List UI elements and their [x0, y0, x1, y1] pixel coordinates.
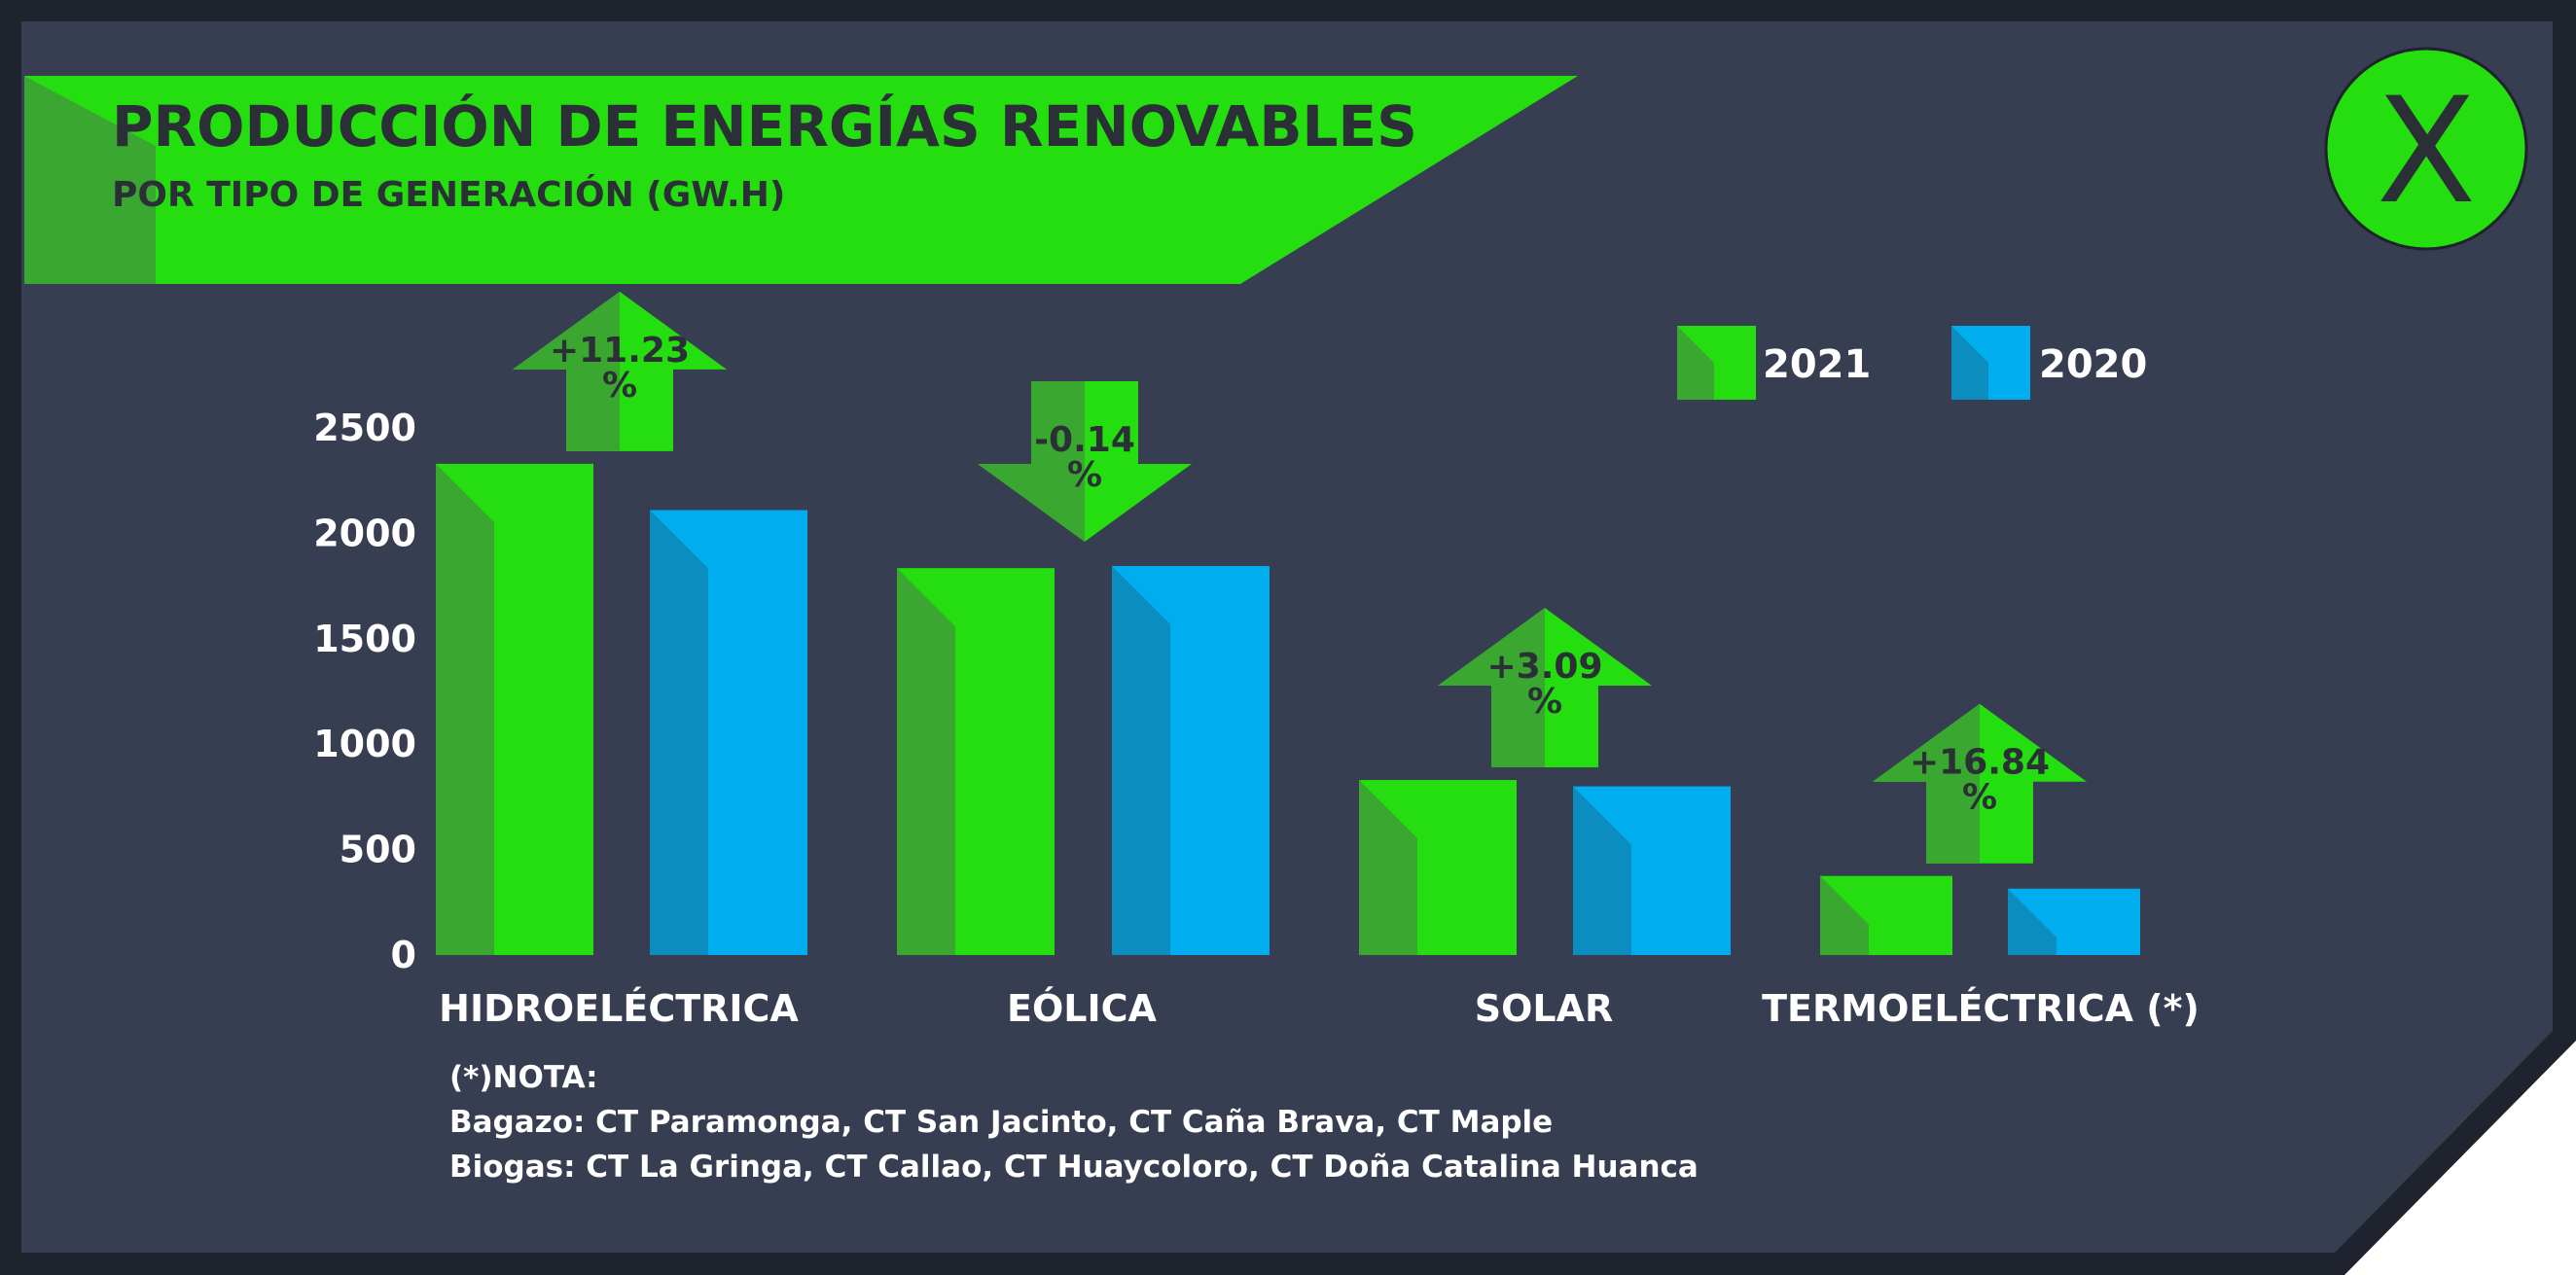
bar-chart: 0 500 1000 1500 2000 2500 HIDROELÉCTRICA EÓLICA… [313, 291, 2200, 1030]
close-button-label: X [2377, 67, 2477, 236]
x-tick-label: SOLAR [1475, 987, 1614, 1030]
close-button[interactable]: X [2324, 47, 2528, 251]
bar-shade-2021 [436, 463, 494, 955]
note-heading: (*)NOTA: [449, 1060, 598, 1095]
arrow-shade [1873, 703, 1980, 864]
legend-label-2021: 2021 [1763, 342, 1871, 387]
close-icon[interactable] [2324, 47, 2528, 251]
bar-shade-2020 [1573, 786, 1631, 955]
change-label: +16.84 [1910, 743, 2050, 783]
change-label-unit: % [1527, 682, 1562, 722]
bar-shade-2021 [897, 568, 955, 955]
change-label: +11.23 [550, 331, 690, 371]
legend-swatch-2020-shade [1951, 326, 1988, 400]
x-tick-label: TERMOELÉCTRICA (*) [1762, 987, 2200, 1030]
arrow-shade [1438, 608, 1545, 768]
change-label-unit: % [602, 366, 637, 406]
page-title: PRODUCCIÓN DE ENERGÍAS RENOVABLES [112, 92, 1417, 159]
y-tick-label: 0 [391, 934, 416, 976]
arrow-shade [513, 291, 620, 451]
y-tick-label: 1500 [313, 618, 416, 660]
legend-label-2020: 2020 [2039, 342, 2147, 387]
x-tick-label: HIDROELÉCTRICA [439, 987, 799, 1030]
bar-shade-2021 [1359, 780, 1417, 955]
note-line: Bagazo: CT Paramonga, CT San Jacinto, CT… [449, 1105, 1553, 1140]
change-label-unit: % [1962, 778, 1997, 818]
page-subtitle: POR TIPO DE GENERACIÓN (GW.H) [112, 174, 785, 215]
x-tick-label: EÓLICA [1007, 987, 1158, 1030]
y-tick-label: 500 [340, 829, 416, 871]
note-line: Biogas: CT La Gringa, CT Callao, CT Huay… [449, 1150, 1699, 1185]
y-tick-label: 1000 [313, 723, 416, 765]
corner-cut [2379, 1075, 2576, 1275]
bar-shade-2020 [2008, 888, 2057, 955]
title-banner-shade [24, 76, 156, 284]
bar-shade-2020 [650, 510, 708, 955]
change-label-unit: % [1067, 455, 1102, 495]
y-tick-label: 2000 [313, 512, 416, 554]
change-label: -0.14 [1034, 420, 1135, 460]
bar-shade-2021 [1820, 875, 1869, 955]
title-banner [24, 76, 1578, 284]
legend: 2021 2020 [1677, 326, 2147, 400]
legend-swatch-2021-shade [1677, 326, 1714, 400]
y-tick-label: 2500 [313, 407, 416, 449]
bar-shade-2020 [1112, 566, 1170, 955]
footnote: (*)NOTA: Bagazo: CT Paramonga, CT San Ja… [449, 1060, 1699, 1185]
change-label: +3.09 [1487, 647, 1603, 687]
arrow-shade [978, 381, 1085, 543]
